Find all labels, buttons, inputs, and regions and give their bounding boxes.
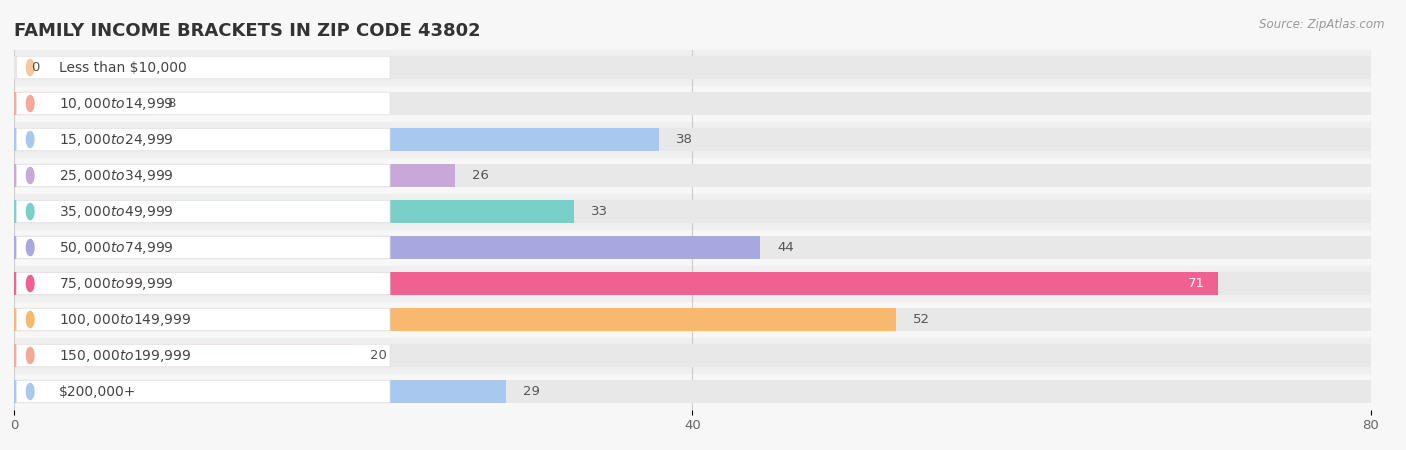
Text: FAMILY INCOME BRACKETS IN ZIP CODE 43802: FAMILY INCOME BRACKETS IN ZIP CODE 43802	[14, 22, 481, 40]
Bar	[14, 164, 1371, 187]
Text: 26: 26	[472, 169, 489, 182]
Circle shape	[27, 347, 34, 364]
Text: 71: 71	[1188, 277, 1205, 290]
Bar	[14, 158, 1371, 194]
FancyBboxPatch shape	[17, 92, 389, 115]
Text: $200,000+: $200,000+	[59, 384, 136, 399]
Bar	[14, 380, 1371, 403]
Text: 29: 29	[523, 385, 540, 398]
Text: 8: 8	[167, 97, 176, 110]
Text: 33: 33	[591, 205, 607, 218]
Text: 20: 20	[370, 349, 387, 362]
FancyBboxPatch shape	[17, 272, 389, 295]
Text: $10,000 to $14,999: $10,000 to $14,999	[59, 95, 174, 112]
Circle shape	[27, 311, 34, 328]
Bar	[14, 200, 574, 223]
Bar	[14, 128, 658, 151]
Circle shape	[27, 131, 34, 148]
Text: 0: 0	[31, 61, 39, 74]
Text: $35,000 to $49,999: $35,000 to $49,999	[59, 203, 174, 220]
Bar	[14, 164, 456, 187]
Bar	[14, 302, 1371, 338]
Circle shape	[27, 59, 34, 76]
Bar	[14, 92, 1371, 115]
Bar	[14, 272, 1218, 295]
Bar	[14, 128, 1371, 151]
Bar	[14, 236, 761, 259]
Circle shape	[27, 239, 34, 256]
Bar	[14, 236, 1371, 259]
Bar	[14, 272, 1371, 295]
FancyBboxPatch shape	[17, 56, 389, 79]
Bar	[14, 344, 1371, 367]
Text: 52: 52	[912, 313, 929, 326]
FancyBboxPatch shape	[17, 200, 389, 223]
Text: 38: 38	[675, 133, 692, 146]
Text: $75,000 to $99,999: $75,000 to $99,999	[59, 275, 174, 292]
FancyBboxPatch shape	[17, 344, 389, 367]
Bar	[14, 86, 1371, 122]
Text: $150,000 to $199,999: $150,000 to $199,999	[59, 347, 191, 364]
Bar	[14, 374, 1371, 410]
Text: $25,000 to $34,999: $25,000 to $34,999	[59, 167, 174, 184]
Bar	[14, 50, 1371, 86]
Circle shape	[27, 95, 34, 112]
Bar	[14, 338, 1371, 374]
Text: $100,000 to $149,999: $100,000 to $149,999	[59, 311, 191, 328]
FancyBboxPatch shape	[17, 380, 389, 403]
Bar	[14, 122, 1371, 158]
Circle shape	[27, 203, 34, 220]
Bar	[14, 380, 506, 403]
FancyBboxPatch shape	[17, 128, 389, 151]
Text: Less than $10,000: Less than $10,000	[59, 60, 187, 75]
Bar	[14, 266, 1371, 302]
Bar	[14, 230, 1371, 266]
FancyBboxPatch shape	[17, 308, 389, 331]
Bar	[14, 200, 1371, 223]
Circle shape	[27, 275, 34, 292]
Text: $15,000 to $24,999: $15,000 to $24,999	[59, 131, 174, 148]
FancyBboxPatch shape	[17, 164, 389, 187]
Bar	[14, 308, 896, 331]
FancyBboxPatch shape	[17, 236, 389, 259]
Text: Source: ZipAtlas.com: Source: ZipAtlas.com	[1260, 18, 1385, 31]
Bar	[14, 194, 1371, 230]
Bar	[14, 92, 150, 115]
Bar	[14, 56, 1371, 79]
Text: $50,000 to $74,999: $50,000 to $74,999	[59, 239, 174, 256]
Bar	[14, 344, 353, 367]
Text: 44: 44	[778, 241, 794, 254]
Circle shape	[27, 167, 34, 184]
Bar	[14, 308, 1371, 331]
Circle shape	[27, 383, 34, 400]
